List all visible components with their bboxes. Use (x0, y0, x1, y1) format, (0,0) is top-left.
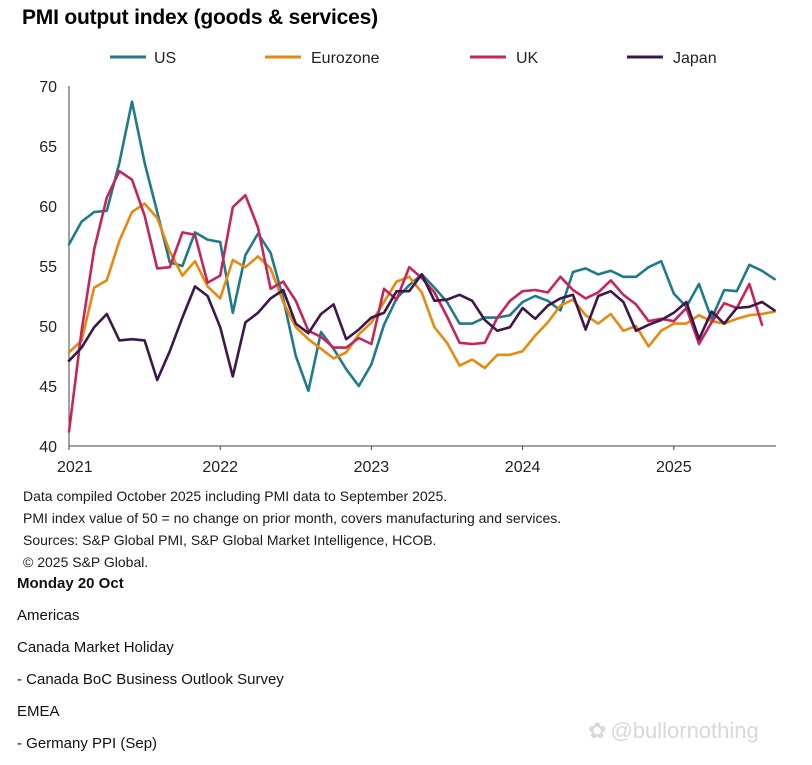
x-tick-label-2023: 2023 (354, 459, 390, 476)
y-tick-label-60: 60 (39, 199, 57, 216)
y-tick-label-45: 45 (39, 379, 57, 396)
x-tick-label-2022: 2022 (202, 459, 238, 476)
y-tick-label-65: 65 (39, 139, 57, 156)
series-line-japan (67, 273, 776, 382)
weibo-logo-icon: ✿ (588, 718, 607, 743)
event-canada-boc: - Canada BoC Business Outlook Survey (17, 671, 284, 688)
x-tick-label-2021: 2021 (57, 459, 93, 476)
series-line-us (67, 100, 776, 393)
y-tick-label-70: 70 (39, 79, 57, 96)
legend-label-eurozone: Eurozone (311, 50, 380, 67)
pmi-line-chart: US Eurozone UK Japan 40 45 50 55 60 65 70 2021 2022 2… (39, 50, 776, 476)
y-tick-label-40: 40 (39, 439, 57, 456)
y-tick-label-50: 50 (39, 319, 57, 336)
event-canada-holiday: Canada Market Holiday (17, 639, 174, 656)
note-sources: Sources: S&P Global PMI, S&P Global Mark… (23, 532, 437, 548)
chart-title: PMI output index (goods & services) (22, 6, 378, 29)
event-region-emea: EMEA (17, 703, 60, 720)
note-copyright: © 2025 S&P Global. (23, 554, 149, 570)
watermark-text: @bullornothing (610, 718, 759, 743)
series-line-eurozone (67, 202, 776, 370)
watermark: ✿ @bullornothing (588, 718, 759, 744)
event-day-heading: Monday 20 Oct (17, 575, 124, 592)
note-data-compiled: Data compiled October 2025 including PMI… (23, 488, 448, 504)
legend-label-uk: UK (516, 50, 539, 67)
x-tick-label-2025: 2025 (656, 459, 692, 476)
events-list: Monday 20 Oct Americas Canada Market Hol… (17, 573, 284, 765)
chart-notes: Data compiled October 2025 including PMI… (23, 485, 561, 573)
event-region-americas: Americas (17, 607, 80, 624)
event-germany-ppi: - Germany PPI (Sep) (17, 735, 158, 752)
legend-label-japan: Japan (673, 50, 717, 67)
series-line-uk (67, 169, 764, 433)
y-tick-label-55: 55 (39, 259, 57, 276)
note-pmi-definition: PMI index value of 50 = no change on pri… (23, 510, 562, 526)
legend-label-us: US (154, 50, 176, 67)
x-tick-label-2024: 2024 (505, 459, 541, 476)
